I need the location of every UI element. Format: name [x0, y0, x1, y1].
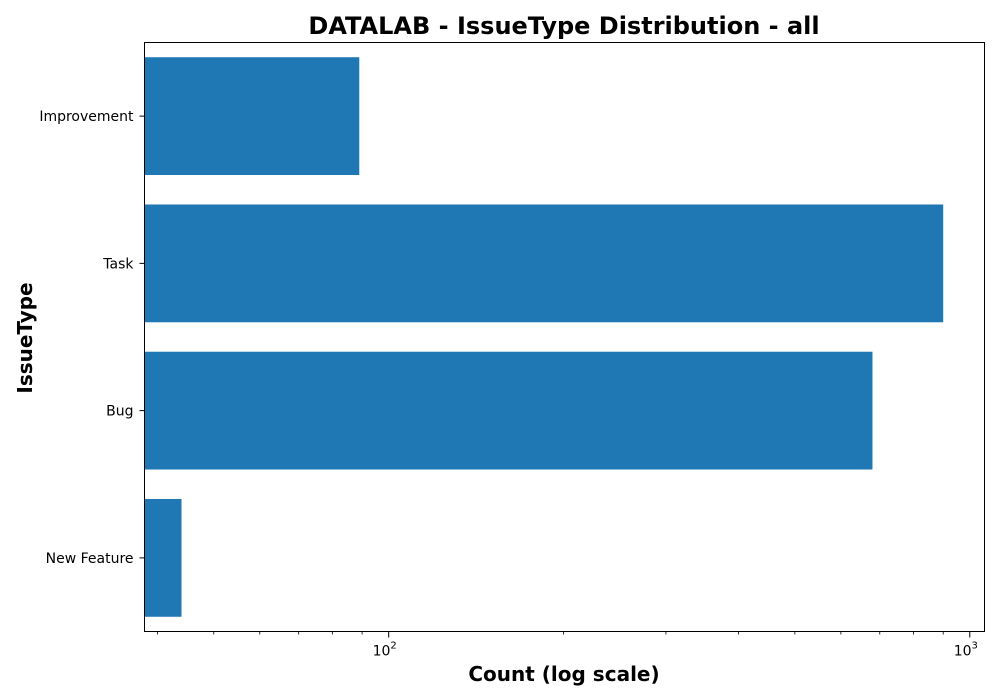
x-tick-label: 102 — [373, 641, 397, 660]
x-axis-label: Count (log scale) — [468, 662, 659, 686]
x-tick-label: 103 — [954, 641, 978, 660]
y-tick-label: Bug — [106, 404, 133, 420]
bar-improvement — [144, 57, 360, 176]
plot-frame — [144, 42, 985, 632]
y-tick-label: Task — [102, 256, 134, 272]
y-ticks: Improvement Task Bug New Feature — [39, 109, 145, 567]
bars-layer — [144, 57, 944, 617]
bar-new-feature — [144, 498, 182, 617]
bar-task — [144, 204, 944, 323]
bar-bug — [144, 351, 873, 470]
x-ticks: 102 103 — [157, 631, 978, 660]
chart-title: DATALAB - IssueType Distribution - all — [308, 12, 819, 40]
y-axis-label: IssueType — [13, 282, 37, 393]
y-tick-label: Improvement — [39, 109, 134, 125]
y-tick-label: New Feature — [46, 551, 134, 567]
